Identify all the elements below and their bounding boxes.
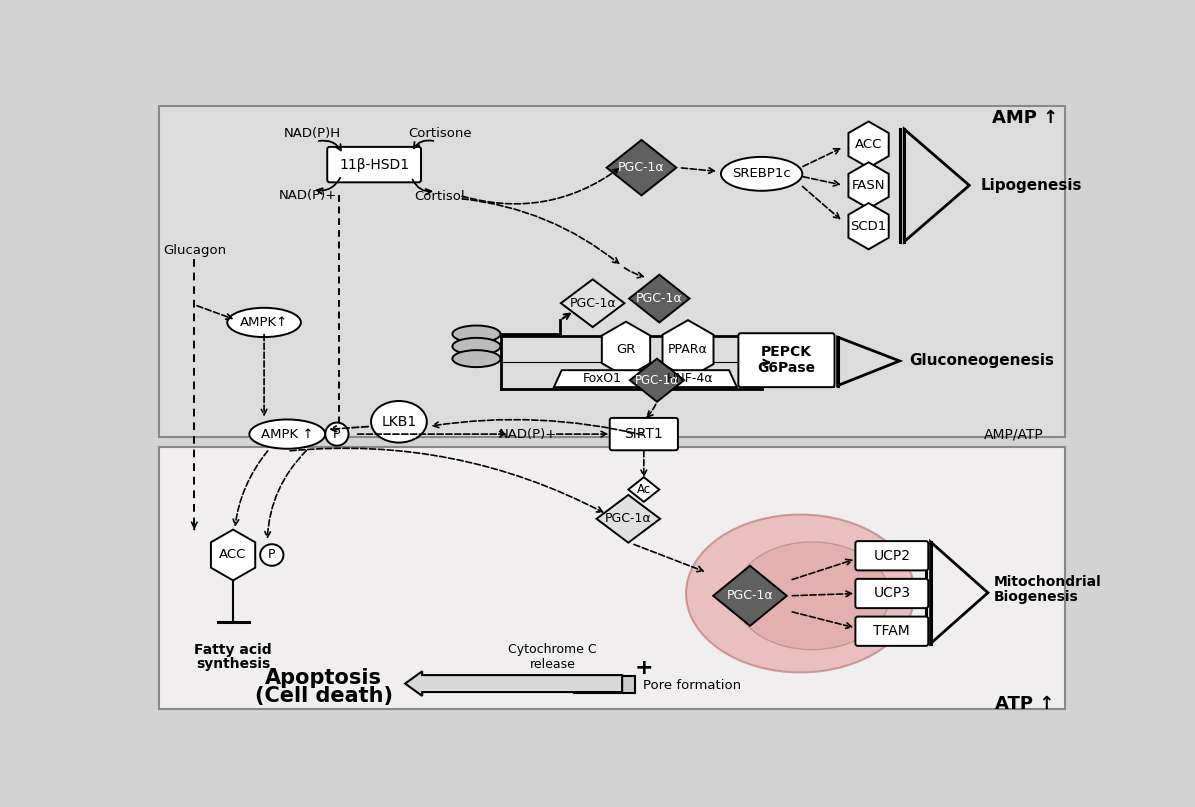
Text: NAD(P)H: NAD(P)H — [283, 128, 341, 140]
Polygon shape — [560, 279, 625, 327]
Ellipse shape — [453, 338, 501, 355]
Text: AMP ↑: AMP ↑ — [992, 110, 1059, 128]
Polygon shape — [644, 370, 737, 387]
Text: PPARα: PPARα — [668, 343, 707, 356]
Polygon shape — [629, 274, 690, 323]
Polygon shape — [596, 495, 660, 542]
Text: PGC-1α: PGC-1α — [618, 161, 664, 174]
Polygon shape — [629, 477, 660, 502]
Text: ACC: ACC — [854, 138, 882, 151]
FancyArrow shape — [405, 671, 623, 696]
Text: ACC: ACC — [220, 549, 246, 562]
FancyBboxPatch shape — [327, 147, 421, 182]
FancyBboxPatch shape — [739, 333, 834, 387]
Text: Mitochondrial: Mitochondrial — [994, 575, 1102, 589]
FancyBboxPatch shape — [609, 418, 678, 450]
Text: Cortisone: Cortisone — [409, 128, 472, 140]
Text: NAD(P)+: NAD(P)+ — [280, 189, 337, 202]
Polygon shape — [662, 320, 713, 378]
Polygon shape — [848, 203, 889, 249]
Polygon shape — [848, 122, 889, 168]
Ellipse shape — [227, 307, 301, 337]
Text: PGC-1α: PGC-1α — [727, 589, 773, 602]
Text: HNF-4α: HNF-4α — [667, 372, 713, 385]
Ellipse shape — [261, 544, 283, 566]
Text: Cytochrome C
release: Cytochrome C release — [508, 643, 596, 671]
Polygon shape — [713, 566, 786, 626]
FancyBboxPatch shape — [159, 106, 1066, 437]
Text: SIRT1: SIRT1 — [625, 427, 663, 441]
Text: PGC-1α: PGC-1α — [605, 512, 651, 525]
Ellipse shape — [735, 541, 889, 650]
Text: Pore formation: Pore formation — [643, 679, 741, 692]
Text: NAD(P)+: NAD(P)+ — [498, 428, 557, 441]
Text: Lipogenesis: Lipogenesis — [980, 178, 1081, 193]
Text: +: + — [635, 659, 654, 678]
Text: SCD1: SCD1 — [851, 220, 887, 232]
Polygon shape — [602, 322, 650, 377]
Ellipse shape — [686, 515, 914, 672]
Ellipse shape — [325, 423, 349, 445]
Text: Gluconeogenesis: Gluconeogenesis — [909, 353, 1054, 369]
Text: synthesis: synthesis — [196, 657, 270, 671]
Polygon shape — [848, 162, 889, 208]
Text: LKB1: LKB1 — [381, 415, 417, 429]
Text: P: P — [268, 549, 276, 562]
FancyBboxPatch shape — [574, 676, 635, 693]
Text: 11β-HSD1: 11β-HSD1 — [339, 157, 409, 172]
Text: UCP2: UCP2 — [874, 549, 911, 562]
Text: PGC-1α: PGC-1α — [635, 374, 679, 387]
Text: ATP ↑: ATP ↑ — [995, 695, 1055, 713]
Polygon shape — [554, 370, 651, 387]
Ellipse shape — [250, 420, 325, 449]
Text: UCP3: UCP3 — [874, 587, 911, 600]
Ellipse shape — [453, 325, 501, 342]
Text: Cortisol: Cortisol — [415, 190, 465, 203]
Ellipse shape — [453, 350, 501, 367]
Text: TFAM: TFAM — [874, 625, 911, 638]
Text: PEPCK
G6Pase: PEPCK G6Pase — [758, 345, 815, 375]
Text: AMPK↑: AMPK↑ — [240, 316, 288, 329]
FancyBboxPatch shape — [856, 541, 929, 571]
Ellipse shape — [721, 157, 802, 190]
Text: FoxO1: FoxO1 — [582, 372, 621, 385]
Polygon shape — [630, 358, 684, 402]
Text: Fatty acid: Fatty acid — [195, 642, 272, 657]
Text: PGC-1α: PGC-1α — [569, 297, 615, 310]
Text: (Cell death): (Cell death) — [255, 686, 393, 706]
FancyBboxPatch shape — [159, 447, 1066, 709]
FancyBboxPatch shape — [856, 579, 929, 608]
Text: PGC-1α: PGC-1α — [636, 292, 682, 305]
Text: FASN: FASN — [852, 179, 885, 192]
Text: P: P — [333, 428, 341, 441]
Text: SREBP1c: SREBP1c — [733, 167, 791, 180]
Text: Apoptosis: Apoptosis — [265, 668, 382, 688]
Text: AMPK ↑: AMPK ↑ — [261, 428, 313, 441]
Ellipse shape — [370, 401, 427, 442]
Text: Ac: Ac — [637, 483, 651, 496]
Text: Biogenesis: Biogenesis — [994, 591, 1079, 604]
Polygon shape — [607, 140, 676, 195]
Text: AMP/ATP: AMP/ATP — [983, 427, 1043, 441]
Text: GR: GR — [617, 343, 636, 356]
FancyBboxPatch shape — [856, 617, 929, 646]
Text: Glucagon: Glucagon — [163, 245, 226, 257]
Polygon shape — [212, 529, 256, 580]
